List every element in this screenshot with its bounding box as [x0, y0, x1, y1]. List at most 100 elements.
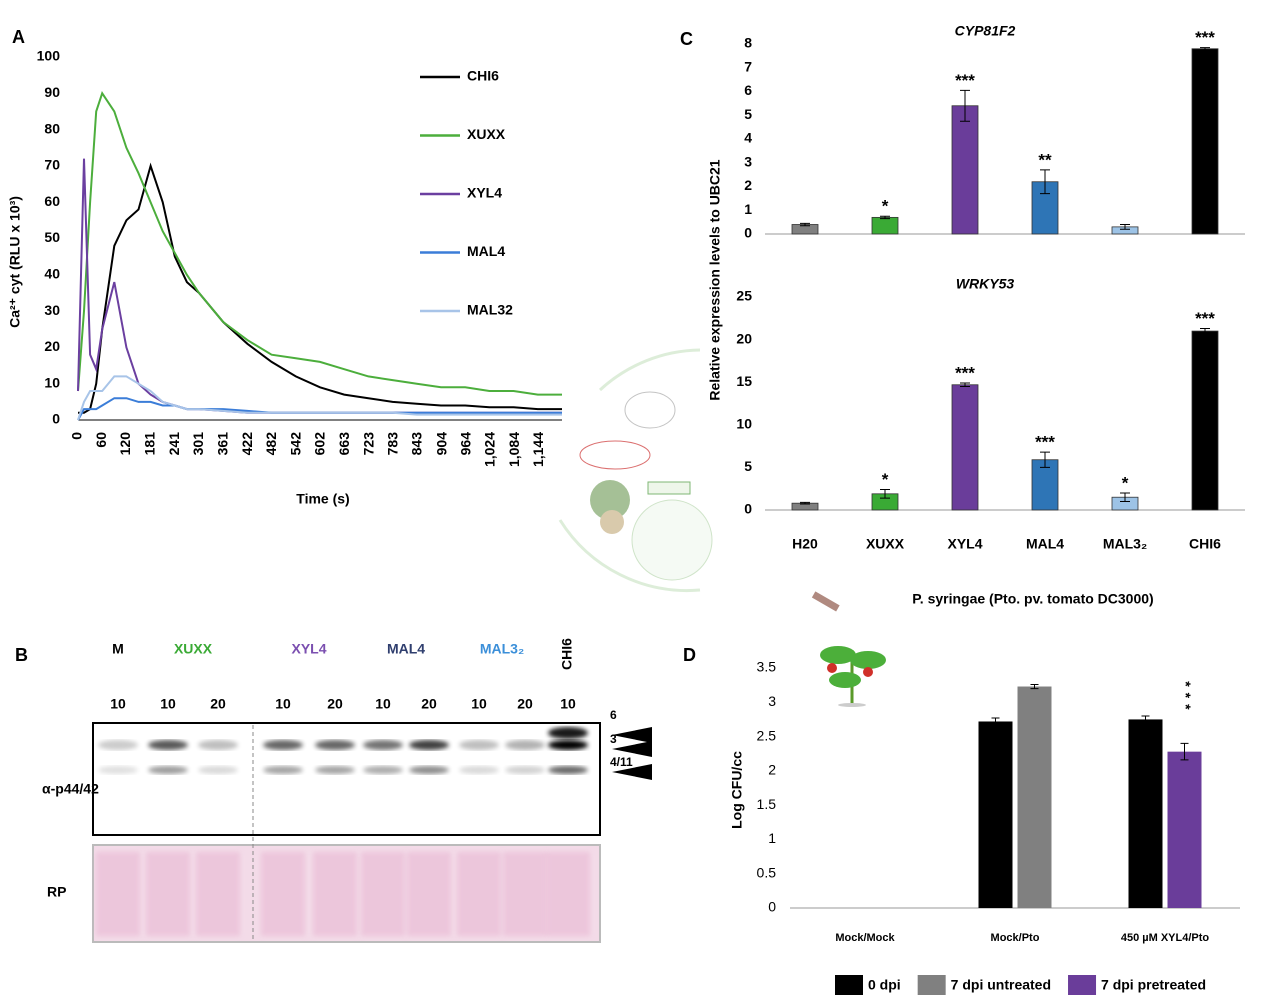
x-tick-label: 241: [166, 432, 182, 456]
blot-band: [315, 766, 355, 774]
bar: [1191, 330, 1219, 511]
x-tick-label: 120: [117, 432, 133, 456]
lane-dose: 20: [327, 696, 343, 712]
lane-dose: 20: [517, 696, 533, 712]
y-tick-label: 0: [744, 501, 752, 517]
significance: ***: [1195, 28, 1215, 47]
x-tick-label: 843: [409, 432, 425, 456]
y-axis-label: Log CFU/cc: [729, 751, 745, 829]
group-label: XUXX: [174, 641, 213, 657]
y-tick-label: 10: [736, 416, 752, 432]
lane-dose: 10: [275, 696, 291, 712]
rp-lane: [457, 852, 501, 936]
error-bar: [1200, 328, 1210, 335]
significance: *: [882, 197, 889, 216]
blot-band: [505, 766, 545, 774]
x-tick-label: 964: [458, 432, 474, 456]
error-bar: [1040, 169, 1050, 195]
error-bar: [1120, 492, 1130, 502]
y-tick-label: 40: [44, 266, 60, 282]
x-tick-label: 422: [239, 432, 255, 456]
group-label: MAL4: [387, 641, 425, 657]
bar: [951, 105, 979, 235]
blot-band: [263, 740, 303, 750]
group-label: CHI6: [559, 638, 575, 670]
series-line: [78, 162, 562, 414]
marker-arrow: [612, 727, 652, 743]
blot-frame: [92, 722, 601, 836]
y-tick-label: 20: [736, 330, 752, 346]
group-label: MAL3₂: [480, 641, 524, 657]
blot-band: [459, 766, 499, 774]
error-bar: [1120, 224, 1130, 230]
x-tick-label: 783: [385, 432, 401, 456]
y-tick-label: 3: [744, 153, 752, 169]
legend-swatch: [1068, 975, 1097, 995]
y-axis-label: Ca²⁺ cyt (RLU x 10³): [7, 196, 23, 328]
x-tick-label: XUXX: [866, 536, 905, 552]
significance: *: [1122, 473, 1129, 492]
x-tick-label: 450 µM XYL4/Pto: [1121, 932, 1210, 944]
blot-band: [505, 740, 545, 750]
y-axis-label: Relative expression levels to UBC21: [707, 159, 723, 400]
blot-band: [548, 740, 588, 750]
blot-band: [363, 766, 403, 774]
y-tick-label: 90: [44, 84, 60, 100]
y-tick-label: 0: [768, 899, 776, 915]
blot-band: [409, 766, 449, 774]
antibody-label: α-p44/42: [42, 781, 99, 797]
panel-label: C: [680, 29, 693, 49]
marker-label: 6: [610, 708, 617, 722]
x-tick-label: Mock/Pto: [991, 932, 1040, 944]
error-bar: [1030, 683, 1039, 690]
y-tick-label: 0: [52, 411, 60, 427]
y-tick-label: 0.5: [757, 864, 777, 880]
x-tick-label: H20: [792, 536, 818, 552]
blot-band: [459, 740, 499, 750]
blot-band: [148, 766, 188, 774]
rp-lane: [503, 852, 547, 936]
bar: [951, 384, 979, 511]
lane-dose: 10: [375, 696, 391, 712]
blot-band: [98, 740, 138, 750]
marker-arrow: [612, 764, 652, 780]
group-label: M: [112, 641, 124, 657]
error-bar: [960, 89, 970, 122]
y-tick-label: 10: [44, 374, 60, 390]
significance: ***: [1178, 681, 1194, 715]
error-bar: [800, 222, 810, 227]
x-tick-label: CHI6: [1189, 536, 1221, 552]
rp-lane: [261, 852, 305, 936]
error-bar: [991, 717, 1000, 726]
significance: ***: [1035, 433, 1055, 452]
legend-label: XYL4: [467, 185, 502, 201]
error-bar: [1040, 451, 1050, 468]
lane-dose: 20: [210, 696, 226, 712]
marker-label: 3: [610, 732, 617, 746]
blot-band: [98, 766, 138, 774]
y-tick-label: 1.5: [757, 796, 777, 812]
blot-band: [548, 727, 588, 739]
rp-lane: [146, 852, 190, 936]
blot-band: [409, 740, 449, 750]
bar: [1128, 719, 1163, 908]
x-tick-label: 663: [336, 432, 352, 456]
rp-lane: [313, 852, 357, 936]
legend-label: CHI6: [467, 68, 499, 84]
blot-band: [198, 740, 238, 750]
legend-label: 0 dpi: [868, 977, 901, 993]
y-tick-label: 20: [44, 338, 60, 354]
chart-title: P. syringae (Pto. pv. tomato DC3000): [912, 591, 1153, 607]
x-tick-label: 301: [190, 432, 206, 456]
legend-label: MAL32: [467, 302, 513, 318]
y-tick-label: 80: [44, 120, 60, 136]
rp-lane: [96, 852, 140, 936]
rp-lane: [196, 852, 240, 936]
lane-dose: 10: [160, 696, 176, 712]
legend-label: MAL4: [467, 243, 505, 259]
x-tick-label: 60: [93, 432, 109, 448]
blot-band: [263, 766, 303, 774]
chart-title: CYP81F2: [955, 23, 1016, 39]
legend-swatch: [835, 975, 863, 995]
lane-dose: 10: [110, 696, 126, 712]
